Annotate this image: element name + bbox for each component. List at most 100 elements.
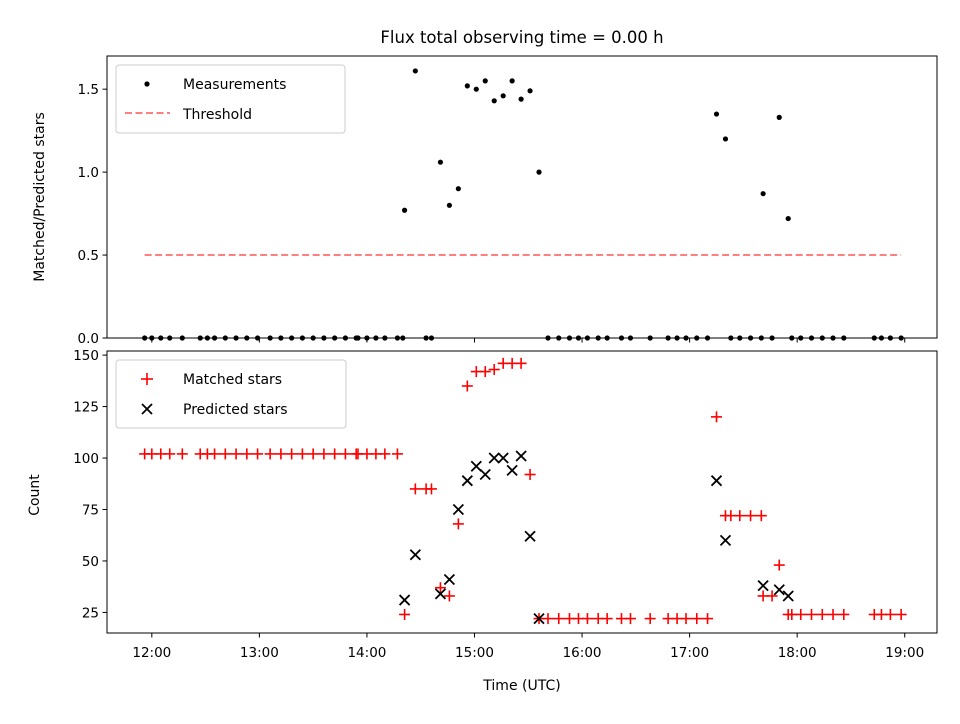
y-tick-label: 0.0 xyxy=(78,331,99,347)
matched-stars-point xyxy=(766,590,778,602)
predicted-stars-point xyxy=(443,573,456,586)
top-legend-box xyxy=(115,64,346,134)
matched-stars-point xyxy=(745,510,757,522)
matched-stars-point xyxy=(711,411,723,423)
matched-stars-point xyxy=(702,613,714,625)
matched-stars-point xyxy=(307,448,319,460)
y-tick-label: 25 xyxy=(82,605,99,621)
matched-stars-point xyxy=(691,613,703,625)
y-tick-label: 1.5 xyxy=(78,82,99,98)
measurement-point xyxy=(446,202,452,208)
y-tick-label: 150 xyxy=(73,348,99,364)
predicted-stars-point xyxy=(773,584,785,596)
predicted-stars-point xyxy=(782,590,794,602)
predicted-stars-point xyxy=(452,503,464,516)
y-tick-label: 0.5 xyxy=(78,248,99,264)
y-tick-label: 75 xyxy=(82,502,99,518)
measurement-point xyxy=(536,169,542,175)
matched-stars-point xyxy=(680,613,692,625)
measurement-point xyxy=(509,78,515,84)
x-tick-label: 17:00 xyxy=(670,645,709,661)
top-axes-frame xyxy=(106,55,938,339)
matched-stars-point xyxy=(644,613,656,625)
matched-stars-point xyxy=(838,608,850,620)
matched-stars-point xyxy=(827,608,839,620)
matched-stars-point xyxy=(209,448,221,460)
y-tick-label: 1.0 xyxy=(78,165,99,181)
predicted-stars-point xyxy=(479,468,491,481)
legend-measurements-marker xyxy=(144,81,150,87)
matched-stars-point xyxy=(241,448,253,460)
matched-stars-point xyxy=(734,510,746,522)
measurement-point xyxy=(776,114,782,120)
legend-measurements-label: Measurements xyxy=(183,77,286,93)
measurement-point xyxy=(401,207,408,213)
matched-stars-point xyxy=(264,448,276,460)
x-tick-label: 15:00 xyxy=(455,645,494,661)
matched-stars-point xyxy=(379,448,391,460)
matched-stars-point xyxy=(339,448,351,460)
matched-stars-point xyxy=(443,590,455,602)
matched-stars-point xyxy=(479,366,491,378)
x-tick-label: 16:00 xyxy=(563,645,602,661)
measurement-point xyxy=(518,96,524,102)
predicted-stars-point xyxy=(506,464,518,477)
measurement-point xyxy=(437,159,444,165)
matched-stars-point xyxy=(452,518,464,530)
predicted-stars-point xyxy=(409,549,421,561)
matched-stars-point xyxy=(581,613,593,625)
chart-title: Flux total observing time = 0.00 h xyxy=(380,28,663,47)
predicted-stars-point xyxy=(398,594,411,606)
matched-stars-point xyxy=(795,608,807,620)
matched-stars-point xyxy=(230,448,242,460)
matched-stars-point xyxy=(275,448,287,460)
matched-stars-point xyxy=(524,469,536,481)
measurement-point xyxy=(500,93,506,99)
measurement-point xyxy=(722,136,729,142)
matched-stars-point xyxy=(252,448,264,460)
top-y-ticks: 0.0 0.5 1.0 1.5 xyxy=(78,82,107,347)
matched-stars-point xyxy=(409,483,421,495)
predicted-stars-point xyxy=(524,530,536,542)
bottom-y-axis-label: Count xyxy=(27,474,43,516)
measurement-point xyxy=(473,86,479,92)
matched-stars-point xyxy=(806,608,818,620)
measurement-point xyxy=(455,186,461,192)
matched-stars-point xyxy=(399,608,411,620)
bottom-axes-frame xyxy=(106,350,938,634)
predicted-stars-point xyxy=(719,534,732,547)
bottom-y-ticks: 25 50 75 100 125 150 xyxy=(73,348,107,621)
matched-stars-point xyxy=(176,448,188,460)
matched-stars-point xyxy=(488,364,500,376)
bottom-panel: Count Time (UTC) 25 50 75 100 125 150 12:00 13… xyxy=(27,348,938,694)
matched-stars-point xyxy=(895,608,907,620)
matched-stars-point xyxy=(601,613,613,625)
matched-stars-point xyxy=(755,510,767,522)
matched-stars-point xyxy=(164,448,176,460)
bottom-x-ticks: 12:00 13:00 14:00 15:00 16:00 17:00 18:00 19:00 xyxy=(132,633,924,661)
top-y-axis-label: Matched/Predicted stars xyxy=(32,112,48,282)
measurement-point xyxy=(760,191,766,197)
measurement-point xyxy=(412,68,418,74)
predicted-stars-point xyxy=(461,475,473,487)
measurement-point xyxy=(785,215,791,222)
matched-stars-point xyxy=(434,582,446,594)
matched-stars-point xyxy=(542,613,554,625)
legend-predicted-label: Predicted stars xyxy=(183,402,288,418)
x-tick-label: 14:00 xyxy=(347,645,386,661)
x-tick-label: 18:00 xyxy=(778,645,817,661)
bottom-legend: Matched stars Predicted stars xyxy=(115,359,347,429)
legend-predicted-marker xyxy=(141,403,153,415)
matched-stars-point xyxy=(461,380,473,392)
predicted-stars-point xyxy=(710,475,723,487)
predicted-stars-point xyxy=(488,452,500,464)
top-legend: Measurements Threshold xyxy=(115,64,346,134)
measurement-point xyxy=(491,98,497,104)
bottom-legend-box xyxy=(115,359,347,429)
predicted-stars-point xyxy=(533,612,545,625)
legend-matched-label: Matched stars xyxy=(183,372,282,388)
measurement-point xyxy=(482,78,488,84)
top-panel: Flux total observing time = 0.00 h Match… xyxy=(32,28,938,347)
y-tick-label: 50 xyxy=(82,554,99,570)
